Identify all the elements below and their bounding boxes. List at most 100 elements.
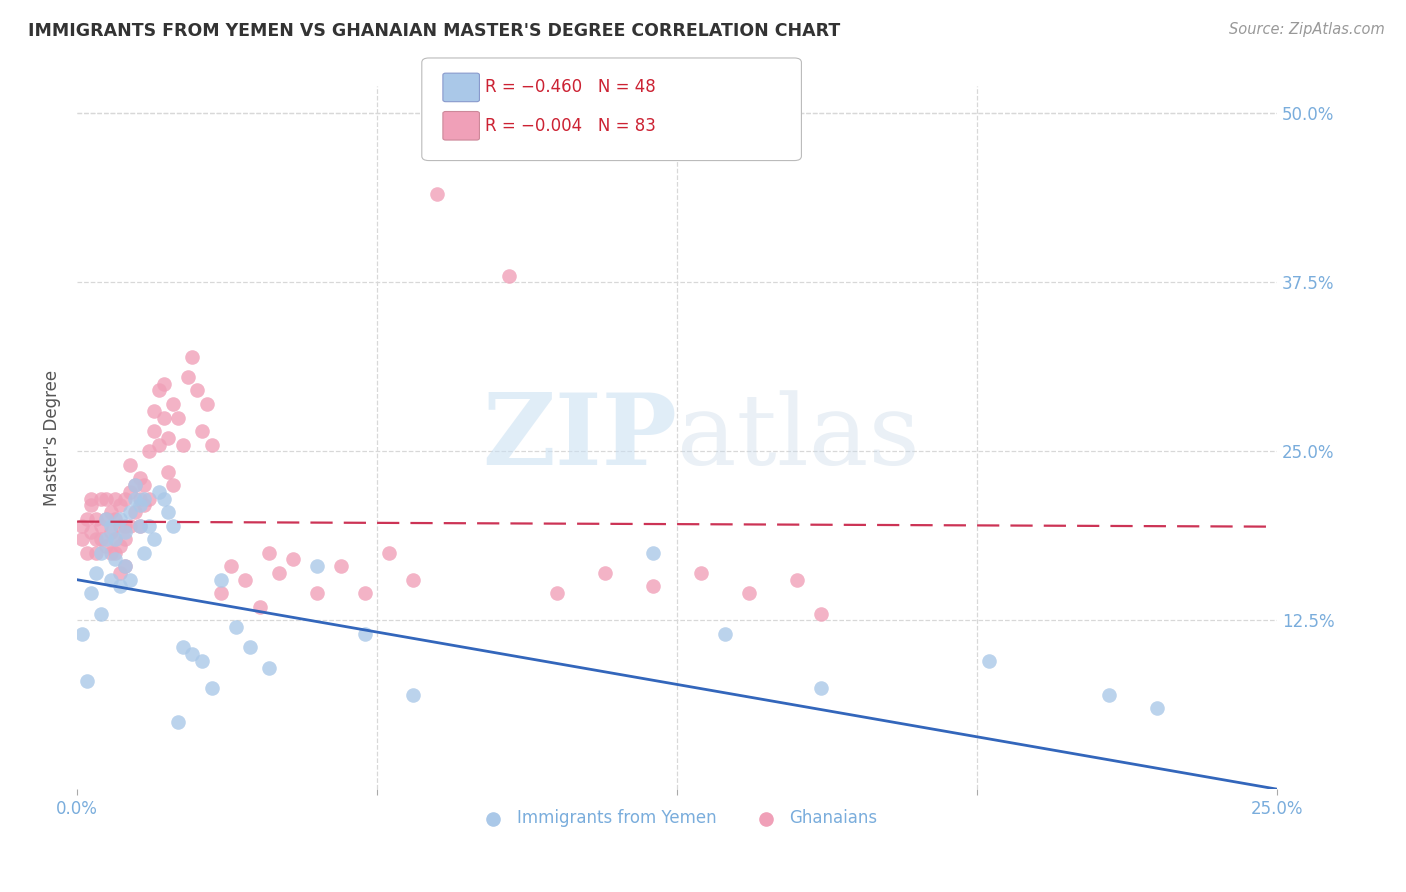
Point xyxy=(118,505,141,519)
Text: ZIP: ZIP xyxy=(482,389,678,486)
Point xyxy=(200,681,222,695)
Point xyxy=(142,403,165,417)
Point xyxy=(110,518,132,533)
Point xyxy=(1146,701,1168,715)
Point xyxy=(378,546,401,560)
Point xyxy=(593,566,616,580)
Point xyxy=(110,539,132,553)
Point xyxy=(90,491,112,506)
Y-axis label: Master's Degree: Master's Degree xyxy=(44,369,60,506)
Point xyxy=(138,491,160,506)
Point xyxy=(134,499,156,513)
Point xyxy=(225,620,247,634)
Point xyxy=(100,518,122,533)
Point xyxy=(186,384,208,398)
Text: IMMIGRANTS FROM YEMEN VS GHANAIAN MASTER'S DEGREE CORRELATION CHART: IMMIGRANTS FROM YEMEN VS GHANAIAN MASTER… xyxy=(28,22,841,40)
Point xyxy=(84,546,107,560)
Point xyxy=(128,499,150,513)
Point xyxy=(307,559,329,574)
Point xyxy=(134,546,156,560)
Point xyxy=(104,532,127,546)
Point xyxy=(162,518,184,533)
Point xyxy=(162,397,184,411)
Point xyxy=(810,681,832,695)
Point xyxy=(354,586,377,600)
Text: R = −0.460   N = 48: R = −0.460 N = 48 xyxy=(485,78,655,96)
Point xyxy=(114,559,136,574)
Point xyxy=(76,546,98,560)
Point xyxy=(162,478,184,492)
Point xyxy=(157,465,180,479)
Point xyxy=(80,586,103,600)
Point xyxy=(104,532,127,546)
Point xyxy=(110,512,132,526)
Point xyxy=(114,525,136,540)
Point xyxy=(546,586,568,600)
Point xyxy=(138,444,160,458)
Point xyxy=(94,512,117,526)
Point xyxy=(90,607,112,621)
Point xyxy=(80,525,103,540)
Point xyxy=(124,478,146,492)
Point xyxy=(104,512,127,526)
Point xyxy=(191,654,214,668)
Point xyxy=(267,566,290,580)
Point xyxy=(979,654,1001,668)
Point xyxy=(114,491,136,506)
Point xyxy=(152,410,174,425)
Point xyxy=(152,376,174,391)
Point xyxy=(100,505,122,519)
Point xyxy=(191,424,214,438)
Point xyxy=(80,499,103,513)
Point xyxy=(90,546,112,560)
Point xyxy=(100,573,122,587)
Point xyxy=(181,647,204,661)
Point xyxy=(94,491,117,506)
Point xyxy=(498,268,520,283)
Point xyxy=(118,458,141,472)
Point xyxy=(181,350,204,364)
Point xyxy=(426,187,449,202)
Point xyxy=(354,627,377,641)
Point xyxy=(330,559,353,574)
Text: atlas: atlas xyxy=(678,390,920,485)
Point xyxy=(104,491,127,506)
Point xyxy=(94,512,117,526)
Point xyxy=(738,586,761,600)
Point xyxy=(110,566,132,580)
Point xyxy=(138,518,160,533)
Point xyxy=(84,532,107,546)
Point xyxy=(100,525,122,540)
Point xyxy=(172,437,194,451)
Point xyxy=(142,424,165,438)
Point xyxy=(643,546,665,560)
Point xyxy=(172,640,194,655)
Point xyxy=(104,546,127,560)
Point xyxy=(249,599,271,614)
Point xyxy=(104,552,127,566)
Point xyxy=(1098,688,1121,702)
Point xyxy=(209,573,232,587)
Point xyxy=(810,607,832,621)
Point xyxy=(281,552,304,566)
Point xyxy=(118,484,141,499)
Point xyxy=(70,532,93,546)
Point xyxy=(114,532,136,546)
Point xyxy=(176,370,198,384)
Point xyxy=(219,559,242,574)
Point xyxy=(643,579,665,593)
Point xyxy=(114,559,136,574)
Point xyxy=(157,505,180,519)
Text: R = −0.004   N = 83: R = −0.004 N = 83 xyxy=(485,117,657,135)
Point xyxy=(307,586,329,600)
Point xyxy=(257,660,280,674)
Point xyxy=(128,491,150,506)
Point xyxy=(84,512,107,526)
Point xyxy=(157,431,180,445)
Point xyxy=(124,491,146,506)
Point xyxy=(76,674,98,689)
Point xyxy=(209,586,232,600)
Point xyxy=(690,566,713,580)
Point xyxy=(90,532,112,546)
Point xyxy=(76,512,98,526)
